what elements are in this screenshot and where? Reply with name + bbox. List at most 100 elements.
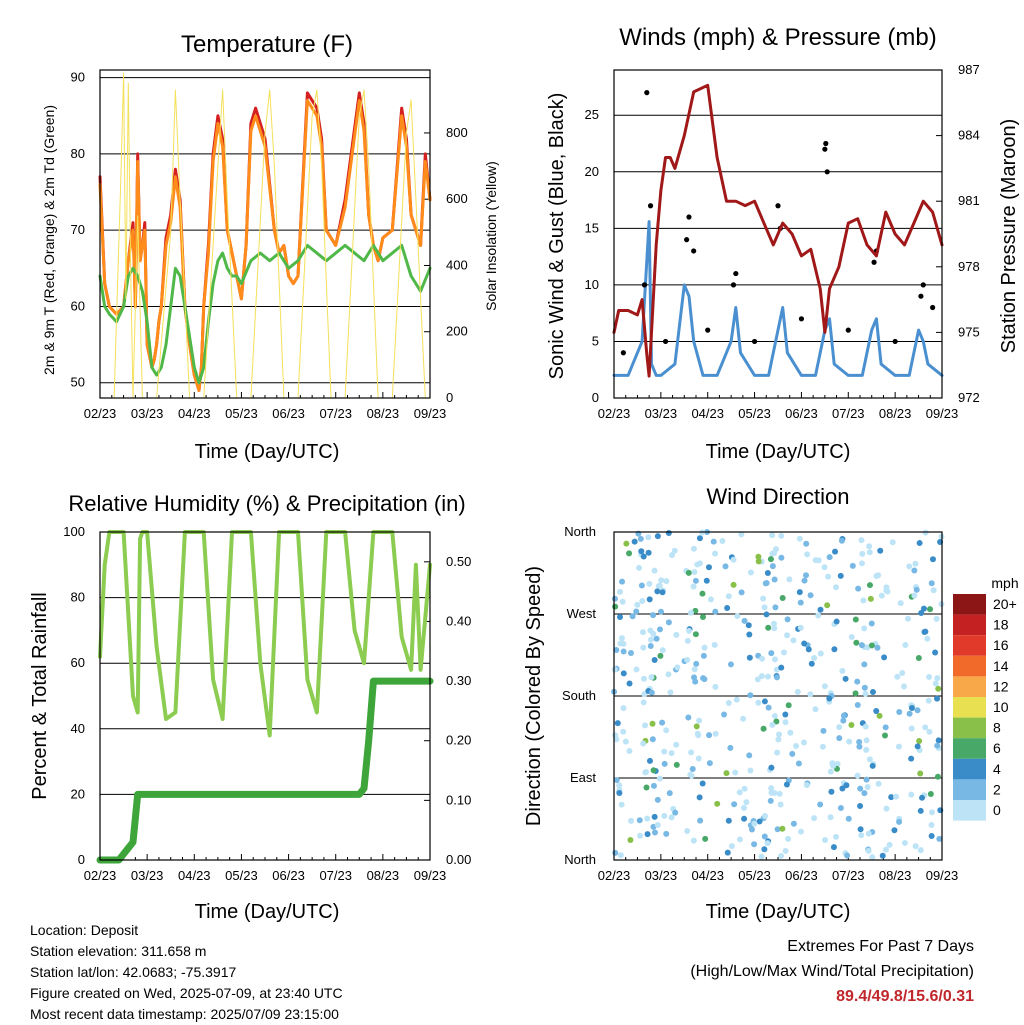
direction-point (721, 711, 728, 718)
direction-point (626, 550, 633, 557)
legend-swatch (953, 800, 986, 821)
direction-point (639, 598, 646, 605)
direction-point (934, 773, 941, 780)
direction-point (707, 596, 714, 603)
direction-point (853, 639, 860, 646)
legend-label: 12 (993, 678, 1009, 694)
direction-point (817, 650, 824, 657)
direction-point (620, 648, 627, 655)
direction-point (684, 637, 691, 644)
direction-point (918, 609, 925, 616)
direction-point (928, 822, 935, 829)
direction-point (856, 739, 863, 746)
y2-tick-label: 200 (446, 324, 468, 339)
direction-point (934, 695, 941, 702)
direction-point (612, 849, 619, 856)
direction-point (644, 831, 651, 838)
direction-point (640, 740, 647, 747)
direction-point (773, 718, 780, 725)
gust-point (823, 140, 829, 147)
direction-point (616, 782, 623, 789)
station-latlon: Station lat/lon: 42.0683; -75.3917 (30, 964, 237, 980)
legend-label: 0 (993, 802, 1001, 818)
legend-swatch (953, 697, 986, 718)
direction-point (637, 832, 644, 839)
direction-point (869, 689, 876, 696)
y-tick-label: 25 (585, 107, 599, 122)
recent-timestamp: Most recent data timestamp: 2025/07/09 2… (30, 1006, 339, 1022)
direction-point (648, 689, 655, 696)
direction-point (764, 673, 771, 680)
winds-panel: Winds (mph) & Pressure (mb) Time (Day/UT… (546, 24, 1020, 463)
legend-swatch (953, 738, 986, 759)
direction-point (651, 813, 658, 820)
direction-point (706, 760, 713, 767)
direction-point (908, 791, 915, 798)
direction-point (765, 704, 772, 711)
direction-point (852, 616, 859, 623)
direction-point (927, 606, 934, 613)
series-line-3 (113, 72, 426, 399)
direction-point (825, 573, 832, 580)
direction-point (926, 728, 933, 735)
direction-point (912, 560, 919, 567)
x-tick-label: 04/23 (178, 406, 211, 421)
direction-point (724, 849, 731, 856)
temperature-ylabel-right: Solar Insolation (Yellow) (483, 161, 499, 311)
direction-point (673, 761, 680, 768)
direction-point (902, 641, 909, 648)
extremes-box: Extremes For Past 7 Days (High/Low/Max W… (690, 934, 974, 1009)
legend-label: 8 (993, 720, 1001, 736)
y2-tick-label: 0.30 (446, 673, 471, 688)
direction-point (817, 801, 824, 808)
direction-point (805, 646, 812, 653)
direction-point (626, 747, 633, 754)
x-tick-label: 09/23 (926, 868, 959, 883)
direction-point (768, 785, 775, 792)
direction-point (862, 723, 869, 730)
direction-point (627, 650, 634, 657)
y2-tick-label: 800 (446, 125, 468, 140)
direction-point (661, 748, 668, 755)
direction-point (645, 549, 652, 556)
direction-point (855, 585, 862, 592)
direction-point (685, 714, 692, 721)
direction-point (863, 776, 870, 783)
direction-point (642, 722, 649, 729)
direction-point (758, 673, 765, 680)
direction-point (653, 635, 660, 642)
direction-point (913, 586, 920, 593)
direction-point (699, 613, 706, 620)
direction-point (889, 539, 896, 546)
direction-point (696, 717, 703, 724)
y-tick-label: 70 (71, 222, 85, 237)
direction-point (840, 712, 847, 719)
direction-point (861, 684, 868, 691)
direction-point (932, 680, 939, 687)
series-line-1 (98, 99, 432, 392)
direction-point (775, 736, 782, 743)
direction-point (736, 789, 743, 796)
direction-point (714, 800, 721, 807)
direction-point (854, 701, 861, 708)
direction-point (778, 532, 785, 539)
direction-point (843, 782, 850, 789)
direction-point (700, 652, 707, 659)
direction-point (928, 580, 935, 587)
direction-point (646, 580, 653, 587)
direction-point (692, 678, 699, 685)
direction-point (690, 545, 697, 552)
direction-point (633, 608, 640, 615)
direction-point (656, 626, 663, 633)
direction-point (736, 836, 743, 843)
direction-point (732, 769, 739, 776)
temperature-title: Temperature (F) (181, 31, 353, 58)
direction-point (611, 595, 618, 602)
legend-swatch (953, 635, 986, 656)
direction-point (830, 762, 837, 769)
direction-point (812, 557, 819, 564)
direction-point (796, 535, 803, 542)
direction-point (933, 615, 940, 622)
direction-point (861, 790, 868, 797)
direction-point (862, 690, 869, 697)
